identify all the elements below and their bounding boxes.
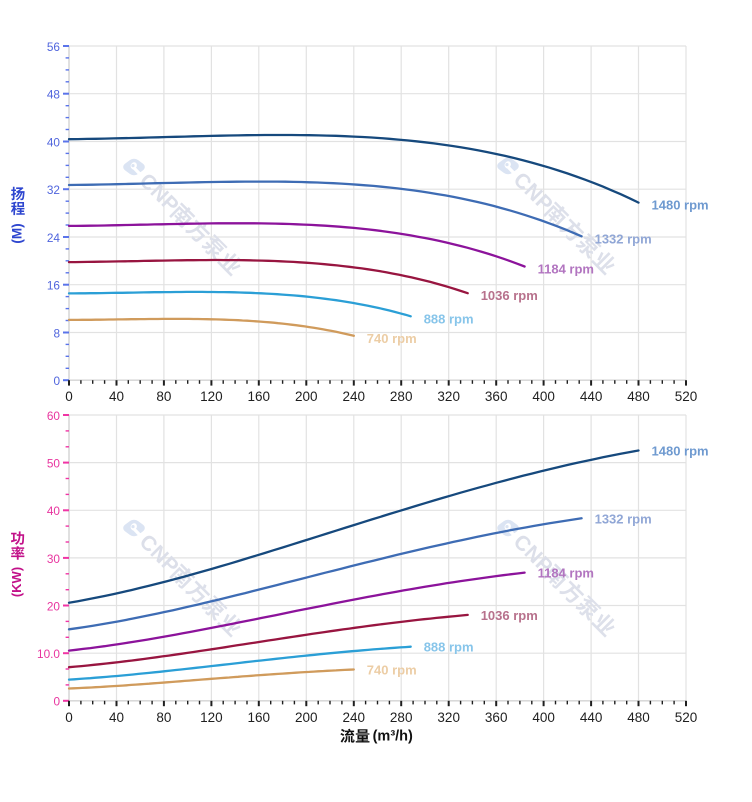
- svg-text:520: 520: [675, 389, 698, 404]
- svg-text:1184 rpm: 1184 rpm: [538, 566, 594, 581]
- svg-text:80: 80: [156, 710, 171, 725]
- svg-text:(KW): (KW): [9, 567, 24, 597]
- svg-text:0: 0: [53, 695, 60, 709]
- svg-text:0: 0: [53, 374, 60, 388]
- svg-text:480: 480: [627, 389, 650, 404]
- svg-text:200: 200: [295, 710, 318, 725]
- svg-text:1332 rpm: 1332 rpm: [595, 231, 652, 246]
- svg-text:740 rpm: 740 rpm: [367, 331, 417, 346]
- svg-text:160: 160: [248, 389, 271, 404]
- svg-text:280: 280: [390, 389, 413, 404]
- svg-text:10.0: 10.0: [37, 647, 60, 661]
- svg-text:160: 160: [248, 710, 271, 725]
- svg-text:240: 240: [343, 389, 366, 404]
- svg-text:320: 320: [437, 389, 460, 404]
- svg-text:480: 480: [627, 710, 650, 725]
- svg-text:32: 32: [47, 183, 60, 197]
- svg-text:40: 40: [109, 710, 124, 725]
- svg-text:30: 30: [47, 552, 61, 566]
- svg-text:16: 16: [47, 279, 61, 293]
- svg-text:360: 360: [485, 389, 508, 404]
- svg-text:120: 120: [200, 710, 223, 725]
- svg-text:360: 360: [485, 710, 508, 725]
- svg-text:740 rpm: 740 rpm: [367, 663, 417, 678]
- svg-text:1332 rpm: 1332 rpm: [595, 511, 652, 526]
- svg-text:888 rpm: 888 rpm: [424, 640, 474, 655]
- svg-text:1480 rpm: 1480 rpm: [652, 198, 709, 213]
- svg-text:120: 120: [200, 389, 223, 404]
- svg-text:56: 56: [47, 40, 61, 54]
- svg-text:40: 40: [47, 135, 61, 149]
- svg-text:280: 280: [390, 710, 413, 725]
- svg-text:80: 80: [156, 389, 171, 404]
- svg-text:0: 0: [65, 389, 73, 404]
- svg-text:520: 520: [675, 710, 698, 725]
- svg-text:440: 440: [580, 710, 603, 725]
- svg-text:(m³/h): (m³/h): [373, 729, 413, 745]
- svg-text:240: 240: [343, 710, 366, 725]
- svg-text:1036 rpm: 1036 rpm: [481, 288, 538, 303]
- svg-text:320: 320: [437, 710, 460, 725]
- svg-text:40: 40: [47, 504, 61, 518]
- svg-text:1184 rpm: 1184 rpm: [538, 262, 594, 277]
- svg-text:400: 400: [532, 710, 555, 725]
- svg-text:888 rpm: 888 rpm: [424, 311, 474, 326]
- svg-text:20: 20: [47, 599, 61, 613]
- svg-text:1480 rpm: 1480 rpm: [652, 444, 709, 459]
- svg-text:1036 rpm: 1036 rpm: [481, 608, 538, 623]
- svg-text:(M): (M): [9, 223, 24, 243]
- svg-text:40: 40: [109, 389, 124, 404]
- svg-text:440: 440: [580, 389, 603, 404]
- svg-text:50: 50: [47, 457, 61, 471]
- svg-text:400: 400: [532, 389, 555, 404]
- svg-text:60: 60: [47, 409, 61, 423]
- svg-text:0: 0: [65, 710, 73, 725]
- svg-text:200: 200: [295, 389, 318, 404]
- svg-text:48: 48: [47, 88, 61, 102]
- svg-text:8: 8: [53, 326, 60, 340]
- svg-text:24: 24: [47, 231, 61, 245]
